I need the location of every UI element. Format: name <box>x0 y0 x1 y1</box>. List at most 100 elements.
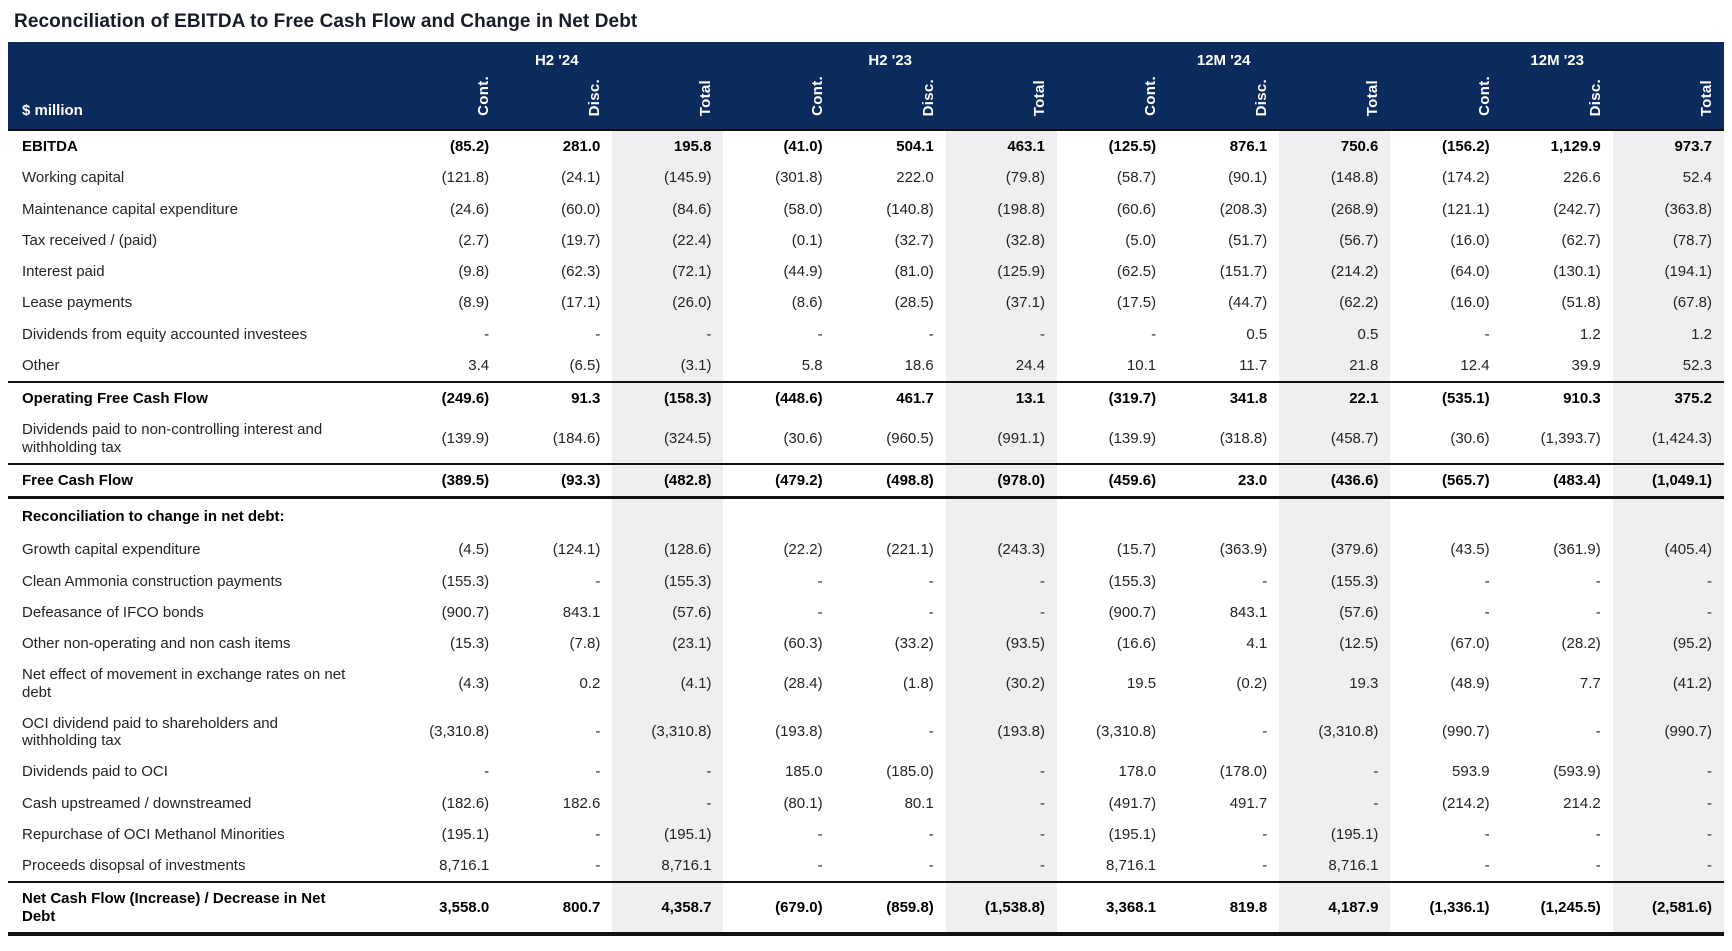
value-cell: 8,716.1 <box>612 850 724 883</box>
value-cell: (30.6) <box>1450 429 1490 447</box>
value-cell: (80.1) <box>783 794 823 812</box>
value-cell: 281.0 <box>562 138 601 155</box>
column-header: Cont. <box>723 72 835 130</box>
table-row: Growth capital expenditure (4.5) (124.1) (1… <box>8 534 1724 566</box>
table-row: Proceeds disopsal of investments 8,716.1-… <box>8 850 1724 883</box>
value-cell: - <box>1612 756 1724 788</box>
value-cell <box>1168 498 1279 535</box>
value-cell <box>945 497 1057 535</box>
value-cell: (95.2) <box>1612 628 1724 660</box>
value-cell: (535.1) <box>1390 380 1502 415</box>
value-cell: (3,310.8) <box>429 723 490 741</box>
value-cell: (148.8) <box>1279 162 1391 194</box>
value-cell: 80.1 <box>904 794 934 812</box>
value-cell: 463.1 <box>945 130 1057 163</box>
value-cell: (32.8) <box>945 224 1057 256</box>
value-cell: (121.1) <box>1442 200 1490 218</box>
value-cell: - <box>1612 596 1724 628</box>
value-cell: (139.9) <box>1108 429 1157 447</box>
value-cell: (184.6) <box>552 429 601 447</box>
table-row: Working capital (121.8) (24.1) (145.9) (301.… <box>8 162 1724 194</box>
column-header-label: Cont. <box>1475 76 1493 116</box>
value-cell: (208.3) <box>1219 200 1268 218</box>
value-cell: (8.6) <box>791 294 823 312</box>
value-cell: 52.3 <box>1612 349 1724 382</box>
value-cell: (221.1) <box>886 541 934 559</box>
value-cell: - <box>817 572 823 590</box>
value-cell: (67.0) <box>1450 635 1490 652</box>
value-cell: 19.3 <box>1279 659 1391 708</box>
table-body: EBITDA (85.2) 281.0 195.8 (41.0) 504.1 463.1 (1… <box>8 130 1724 936</box>
value-cell: 195.8 <box>612 130 724 163</box>
table-row: Maintenance capital expenditure (24.6) (60… <box>8 193 1724 225</box>
row-label: Operating Free Cash Flow <box>8 380 390 415</box>
column-header-label: Disc. <box>1253 78 1271 116</box>
value-cell: (51.8) <box>1561 294 1601 312</box>
row-label: Interest paid <box>22 263 105 280</box>
row-label: Repurchase of OCI Methanol Minorities <box>22 825 285 843</box>
column-header-label: Disc. <box>1586 78 1604 116</box>
value-cell: - <box>928 857 934 874</box>
column-header-row: $ million Cont. Disc. Total Cont. Disc. Total… <box>8 72 1724 130</box>
value-cell: (301.8) <box>775 169 823 187</box>
value-cell: 8,716.1 <box>439 857 490 874</box>
value-cell: - <box>928 825 934 843</box>
value-cell: (243.3) <box>945 534 1057 566</box>
column-header-label: Total <box>1030 79 1048 116</box>
column-header: Cont. <box>1390 72 1502 130</box>
value-cell: 1.2 <box>1612 318 1724 350</box>
value-cell: (15.7) <box>1116 541 1157 559</box>
row-label: Maintenance capital expenditure <box>22 200 238 218</box>
value-cell: - <box>1595 723 1601 741</box>
value-cell: (1,393.7) <box>1540 429 1601 447</box>
column-header: Disc. <box>1168 72 1280 130</box>
value-cell: - <box>1484 857 1490 874</box>
value-cell: (125.9) <box>945 256 1057 288</box>
value-cell: (67.8) <box>1612 287 1724 319</box>
value-cell: 3,368.1 <box>1056 881 1169 936</box>
value-cell: 1,129.9 <box>1550 138 1601 155</box>
column-header: Disc. <box>834 72 946 130</box>
value-cell: (178.0) <box>1219 763 1268 781</box>
value-cell: (44.7) <box>1228 294 1268 312</box>
value-cell: - <box>1595 603 1601 621</box>
value-cell: - <box>945 787 1057 819</box>
value-cell: - <box>1262 857 1268 874</box>
value-cell: (1,424.3) <box>1612 414 1724 464</box>
value-cell: (193.8) <box>945 707 1057 757</box>
value-cell: (17.1) <box>561 294 601 312</box>
value-cell: 3,558.0 <box>390 881 502 936</box>
value-cell: - <box>1612 787 1724 819</box>
value-cell: - <box>1595 572 1601 590</box>
value-cell: (155.3) <box>441 572 490 590</box>
period-group-header: 12M '23 <box>1390 42 1724 72</box>
value-cell: 375.2 <box>1612 380 1724 415</box>
value-cell: (679.0) <box>723 881 835 936</box>
value-cell: (4.1) <box>612 659 724 708</box>
value-cell <box>1390 498 1501 535</box>
column-header: Cont. <box>1056 72 1169 130</box>
value-cell: - <box>484 325 490 343</box>
value-cell: - <box>817 825 823 843</box>
value-cell: (4.3) <box>458 674 490 692</box>
value-cell: (198.8) <box>945 193 1057 225</box>
value-cell: (242.7) <box>1553 200 1601 218</box>
value-cell: (57.6) <box>1279 596 1391 628</box>
period-group-header: H2 '24 <box>390 42 724 72</box>
value-cell: (193.8) <box>775 723 823 741</box>
value-cell <box>612 497 724 535</box>
row-label: Dividends paid to OCI <box>22 763 168 781</box>
value-cell: 24.4 <box>945 349 1057 382</box>
column-header: Disc. <box>501 72 613 130</box>
column-header-label: Cont. <box>808 76 826 116</box>
row-label: Working capital <box>22 169 125 187</box>
value-cell: (3.1) <box>612 349 724 382</box>
value-cell: 819.8 <box>1168 881 1280 936</box>
table-row: Net Cash Flow (Increase) / Decrease in N… <box>8 881 1724 936</box>
table-row: Repurchase of OCI Methanol Minorities (19… <box>8 818 1724 850</box>
value-cell: (48.9) <box>1450 674 1490 692</box>
value-cell: (145.9) <box>612 162 724 194</box>
value-cell: (79.8) <box>945 162 1057 194</box>
value-cell: 214.2 <box>1563 794 1601 812</box>
value-cell: (565.7) <box>1390 462 1502 499</box>
